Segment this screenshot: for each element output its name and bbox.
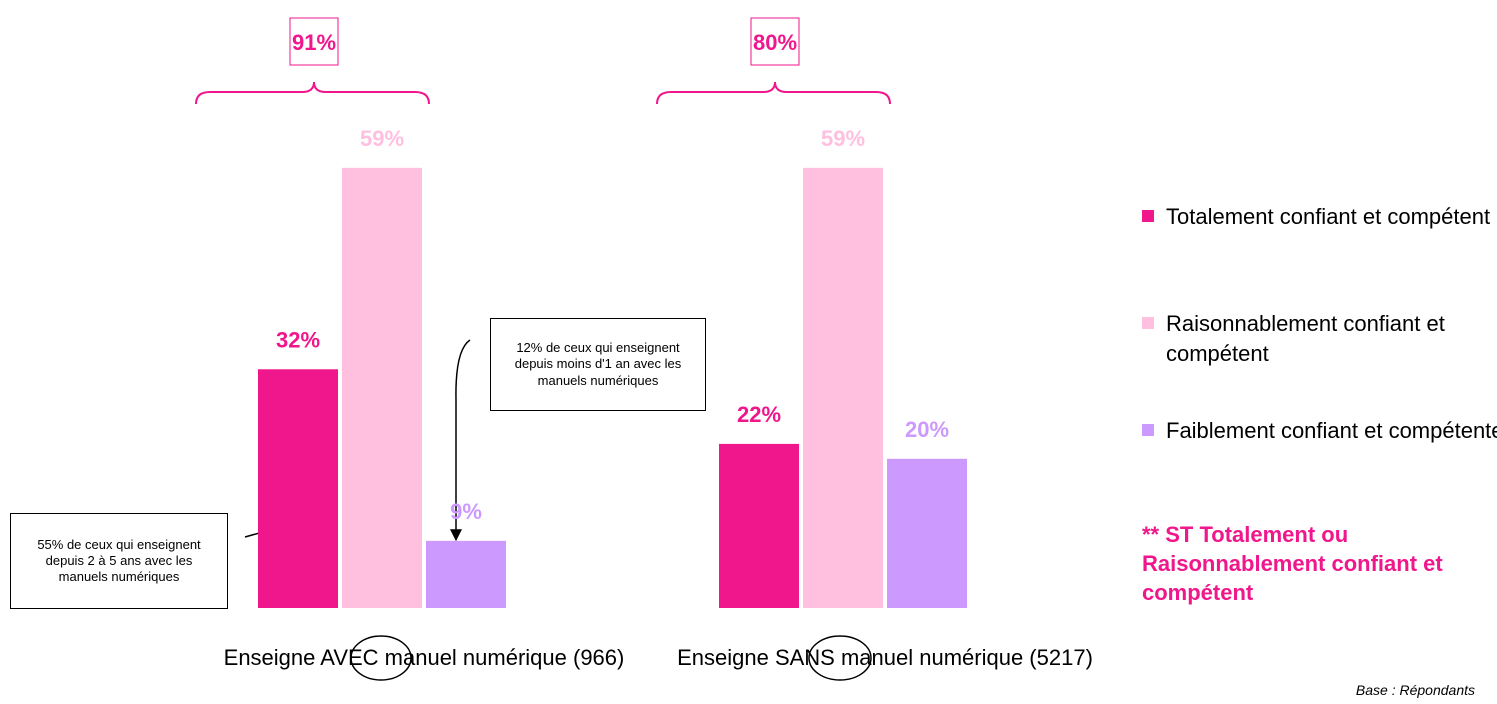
total-brace	[195, 81, 430, 105]
highlight-circle	[808, 635, 872, 681]
data-label: 9%	[450, 499, 482, 524]
total-brace	[656, 81, 891, 105]
bar	[342, 167, 422, 609]
total-label: 80%	[753, 30, 797, 55]
total-label: 91%	[292, 30, 336, 55]
bar	[426, 540, 506, 608]
legend-note: ** ST Totalement ou Raisonnablement conf…	[1142, 522, 1443, 605]
total-box	[750, 17, 800, 66]
data-label: 59%	[360, 126, 404, 151]
data-label: 32%	[276, 327, 320, 352]
bar	[258, 369, 338, 608]
x-tick-label: Enseigne SANS manuel numérique (5217)	[677, 645, 1093, 670]
legend-swatch	[1142, 210, 1154, 222]
legend-swatch	[1142, 424, 1154, 436]
data-label: 59%	[821, 126, 865, 151]
bar	[803, 167, 883, 609]
footnote: Base : Répondants	[1355, 682, 1475, 698]
x-tick-label: Enseigne AVEC manuel numérique (966)	[223, 645, 625, 670]
data-label: 20%	[905, 417, 949, 442]
data-label: 22%	[737, 402, 781, 427]
legend-label: Raisonnablement confiant et compétent	[1166, 311, 1445, 366]
arrow	[450, 339, 471, 542]
bar	[719, 443, 799, 608]
highlight-circle	[350, 635, 412, 681]
annotation: 12% de ceux qui enseignent depuis moins …	[490, 318, 706, 411]
legend-swatch	[1142, 317, 1154, 329]
legend-label: Totalement confiant et compétent	[1166, 204, 1491, 229]
legend-label: Faiblement confiant et compétente	[1166, 418, 1497, 443]
bar	[887, 458, 967, 608]
annotation: 55% de ceux qui enseignent depuis 2 à 5 …	[10, 513, 228, 609]
total-box	[289, 17, 339, 66]
